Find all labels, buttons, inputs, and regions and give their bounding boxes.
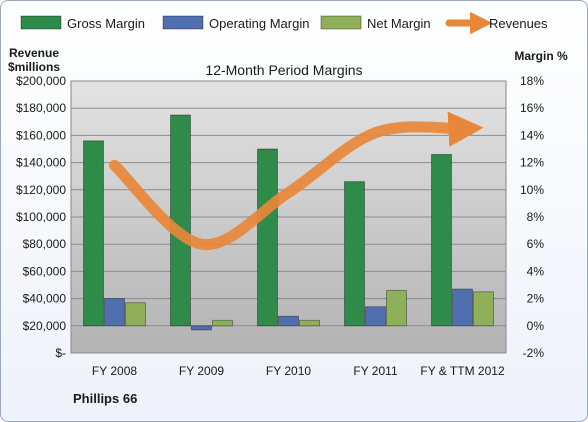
x-tick-label: FY 2011 [353,364,398,378]
right-tick-label: 8% [527,210,545,224]
right-tick-label: 2% [527,292,545,306]
legend-label: Operating Margin [209,16,309,31]
revenue-point [288,192,289,193]
left-tick-label: $40,000 [23,292,67,306]
right-tick-label: 6% [527,237,545,251]
bar-net-margin [125,302,146,327]
right-tick-label: 0% [527,319,545,333]
bar-operating-margin [365,306,386,327]
bar-net-margin [212,319,233,327]
bar-gross-margin [170,114,191,327]
left-axis-ticks: $- $20,000 $40,000 $60,000 $80,000 $100,000 $1… [16,74,66,360]
bar-operating-margin [452,288,473,327]
left-tick-label: $- [55,346,66,360]
bar-series [83,114,494,331]
left-tick-label: $100,000 [16,210,66,224]
revenue-point [201,244,202,245]
revenue-point [462,128,463,129]
bar-operating-margin [104,298,125,327]
legend-swatch [320,15,362,30]
left-tick-label: $60,000 [23,264,67,278]
x-tick-label: FY 2010 [266,364,311,378]
left-axis-label-line2: $millions [8,60,60,74]
left-tick-label: $140,000 [16,156,66,170]
x-axis-ticks: FY 2008 FY 2009 FY 2010 FY 2011 FY & TTM 201… [92,364,505,378]
x-tick-label: FY & TTM 2012 [420,364,505,378]
bar-operating-margin [191,325,212,331]
x-tick-label: FY 2009 [179,364,224,378]
right-tick-label: 10% [520,183,544,197]
right-tick-label: 12% [520,156,544,170]
legend-label: Gross Margin [67,16,145,31]
revenue-point [375,132,376,133]
bar-net-margin [299,319,320,327]
company-label: Phillips 66 [73,391,137,406]
right-tick-label: 18% [520,74,544,88]
legend-label: Net Margin [367,16,431,31]
bar-gross-margin [344,181,365,327]
right-tick-label: 14% [520,128,544,142]
revenue-line [109,111,484,250]
x-tick-label: FY 2008 [92,364,137,378]
bar-gross-margin [257,148,278,327]
legend-swatch [20,15,62,30]
legend-label: Revenues [489,16,548,31]
bar-net-margin [386,289,407,327]
right-tick-label: -2% [523,346,545,360]
left-tick-label: $200,000 [16,74,66,88]
bar-gross-margin [83,140,104,327]
right-axis-label: Margin % [514,49,568,63]
legend: Gross Margin Operating Margin Net Margin Re… [20,11,548,35]
left-axis-label-line1: Revenue [9,46,59,60]
left-tick-label: $120,000 [16,183,66,197]
revenue-point [114,165,115,166]
right-tick-label: 4% [527,264,545,278]
chart-title: 12-Month Period Margins [205,62,362,78]
left-tick-label: $80,000 [23,237,67,251]
right-axis-ticks: -2% 0% 2% 4% 6% 8% 10% 12% 14% 16% 18% [520,74,544,360]
legend-swatch [162,15,204,30]
right-tick-label: 16% [520,101,544,115]
revenue-series [109,111,484,250]
bar-gross-margin [431,153,452,327]
bar-operating-margin [278,315,299,327]
left-tick-label: $20,000 [23,319,67,333]
left-tick-label: $160,000 [16,128,66,142]
left-tick-label: $180,000 [16,101,66,115]
bar-net-margin [473,291,494,327]
